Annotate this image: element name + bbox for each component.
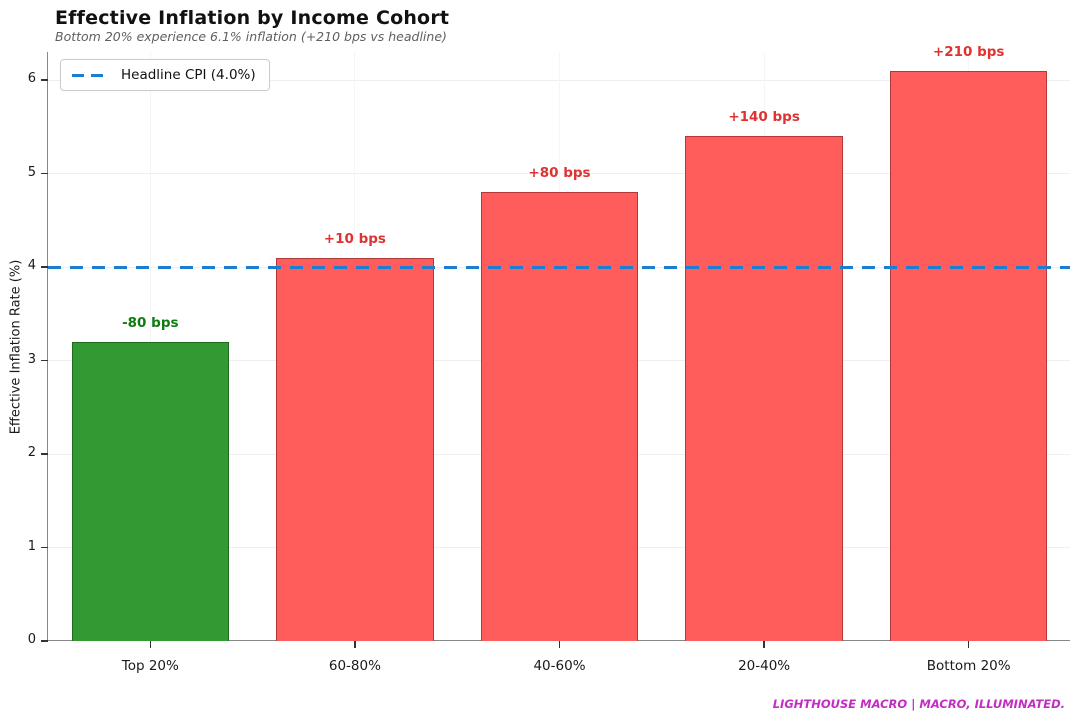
chart-subtitle: Bottom 20% experience 6.1% inflation (+2… <box>55 29 447 44</box>
x-tick-mark <box>149 641 152 648</box>
legend: Headline CPI (4.0%) <box>60 59 270 91</box>
y-tick-mark <box>41 266 48 268</box>
x-tick-label: Bottom 20% <box>926 658 1011 674</box>
x-tick-mark <box>763 641 765 648</box>
x-tick-mark <box>354 641 356 648</box>
y-tick-mark <box>41 546 48 549</box>
x-tick-label: 60-80% <box>328 658 381 674</box>
bar-value-label: +140 bps <box>728 109 800 126</box>
bar <box>480 192 639 641</box>
y-tick-mark <box>41 172 48 175</box>
y-tick-mark <box>41 640 48 642</box>
x-tick-label: Top 20% <box>121 658 179 674</box>
y-tick-mark <box>41 453 48 455</box>
bar-value-label: +10 bps <box>323 230 386 247</box>
bar <box>71 341 230 641</box>
x-tick-label: 20-40% <box>738 658 791 674</box>
bar <box>685 136 843 641</box>
y-tick-mark <box>41 359 48 362</box>
footer-branding: LIGHTHOUSE MACRO | MACRO, ILLUMINATED. <box>772 697 1065 711</box>
y-tick-label: 0 <box>27 632 36 647</box>
y-tick-mark <box>41 79 48 81</box>
y-tick-label: 6 <box>27 71 36 87</box>
chart-title: Effective Inflation by Income Cohort <box>55 7 450 29</box>
bar-value-label: -80 bps <box>122 314 179 331</box>
bar <box>276 257 434 641</box>
y-tick-label: 4 <box>27 258 36 274</box>
bar-value-label: +210 bps <box>932 43 1005 60</box>
y-tick-label: 5 <box>27 164 36 180</box>
y-tick-label: 1 <box>27 538 36 554</box>
x-tick-label: 40-60% <box>533 658 586 674</box>
plot-area: Headline CPI (4.0%) 0 1 2 3 4 5 6 -80 bps Top 20… <box>28 44 1070 674</box>
bar-value-label: +80 bps <box>528 165 591 182</box>
x-tick-mark <box>558 641 561 648</box>
headline-cpi-line <box>48 265 1070 269</box>
y-tick-label: 3 <box>27 351 36 367</box>
y-axis-title: Effective Inflation Rate (%) <box>8 259 24 435</box>
y-tick-label: 2 <box>27 445 36 461</box>
legend-label: Headline CPI (4.0%) <box>121 67 256 83</box>
dashed-line-icon <box>72 73 110 77</box>
x-tick-mark <box>967 641 970 648</box>
bar <box>889 70 1048 641</box>
